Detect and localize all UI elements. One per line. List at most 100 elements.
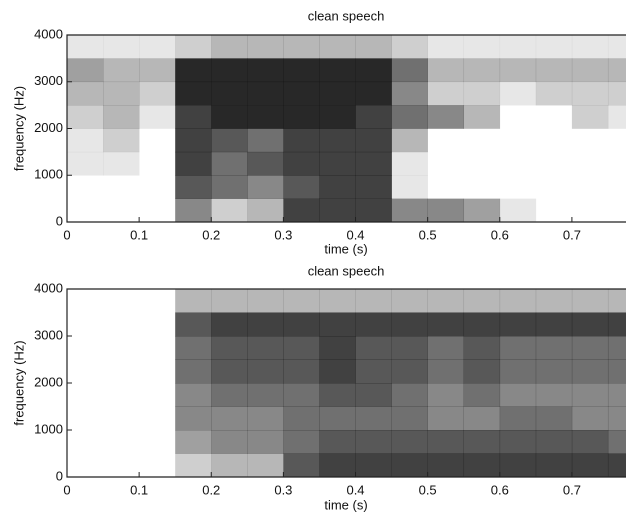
x-tick-label: 0 <box>63 482 70 497</box>
spectrogram <box>67 289 626 478</box>
cell <box>211 175 248 199</box>
cell <box>175 430 212 454</box>
cell <box>67 58 104 83</box>
cell <box>175 198 212 222</box>
cell <box>319 312 356 337</box>
cell <box>427 312 465 337</box>
cell <box>607 58 626 83</box>
cell <box>103 454 139 478</box>
cell <box>499 289 537 313</box>
cell <box>319 151 356 176</box>
y-tick-label: 0 <box>56 468 63 483</box>
cell <box>427 430 465 454</box>
cell <box>247 383 284 407</box>
cell <box>211 289 248 313</box>
cell <box>464 129 500 153</box>
cell <box>355 359 392 384</box>
cell <box>247 198 284 222</box>
cell <box>571 383 609 407</box>
cell <box>571 105 609 129</box>
cell <box>535 35 573 59</box>
cell <box>571 81 609 106</box>
cell <box>283 406 320 431</box>
cell <box>247 336 284 360</box>
cell <box>464 175 500 199</box>
cell <box>427 406 465 431</box>
cell <box>572 175 608 199</box>
cell <box>427 453 465 477</box>
cell <box>355 58 392 83</box>
y-tick-label: 4000 <box>34 26 63 41</box>
cell <box>535 312 573 337</box>
y-tick-label: 2000 <box>34 120 63 135</box>
cell <box>571 406 609 431</box>
cell <box>499 58 537 83</box>
cell <box>391 430 428 454</box>
cell <box>211 312 248 337</box>
cell <box>608 129 626 153</box>
cell <box>355 383 392 407</box>
cell <box>535 430 573 454</box>
cell <box>175 453 212 477</box>
cell <box>499 336 537 360</box>
cell <box>103 105 140 129</box>
cell <box>463 58 501 83</box>
cell <box>536 105 572 129</box>
y-axis-label: frequency (Hz) <box>11 86 26 171</box>
cell <box>355 128 392 153</box>
cell <box>499 359 537 384</box>
cell <box>391 453 428 477</box>
cell <box>607 81 626 106</box>
cell <box>67 199 103 223</box>
cell <box>103 151 140 176</box>
cell <box>391 406 428 431</box>
x-tick-label: 0.6 <box>491 482 509 497</box>
y-tick-label: 1000 <box>34 421 63 436</box>
cell <box>283 359 320 384</box>
cell <box>427 336 465 360</box>
cell <box>571 35 609 59</box>
cell <box>283 81 320 106</box>
cell <box>608 175 626 199</box>
cell <box>499 198 537 222</box>
cell <box>355 453 392 477</box>
cell <box>139 407 175 431</box>
cell <box>103 430 139 454</box>
cell <box>247 105 284 129</box>
x-tick-label: 0.7 <box>563 482 581 497</box>
cell <box>463 35 501 59</box>
y-tick-label: 3000 <box>34 73 63 88</box>
cell <box>500 175 536 199</box>
cell <box>463 81 501 106</box>
cell <box>247 359 284 384</box>
y-tick-label: 1000 <box>34 167 63 182</box>
cell <box>247 406 284 431</box>
x-tick-label: 0.7 <box>563 227 581 242</box>
cell <box>391 336 428 360</box>
cell <box>535 289 573 313</box>
cell <box>607 289 626 313</box>
cell <box>103 336 139 360</box>
cell <box>139 105 176 129</box>
cell <box>283 289 320 313</box>
cell <box>355 289 392 313</box>
cell <box>67 289 103 313</box>
cell <box>139 430 175 454</box>
cell <box>139 336 175 360</box>
cell <box>283 198 320 222</box>
cell <box>427 105 465 129</box>
cell <box>355 312 392 337</box>
cell <box>319 175 356 199</box>
cell <box>463 198 501 222</box>
cell <box>355 430 392 454</box>
y-tick-label: 3000 <box>34 327 63 342</box>
cell <box>103 407 139 431</box>
cell <box>67 360 103 384</box>
cell <box>175 359 212 384</box>
cell <box>211 430 248 454</box>
cell <box>103 81 140 106</box>
cell <box>67 313 103 337</box>
cell <box>463 312 501 337</box>
cell <box>535 406 573 431</box>
